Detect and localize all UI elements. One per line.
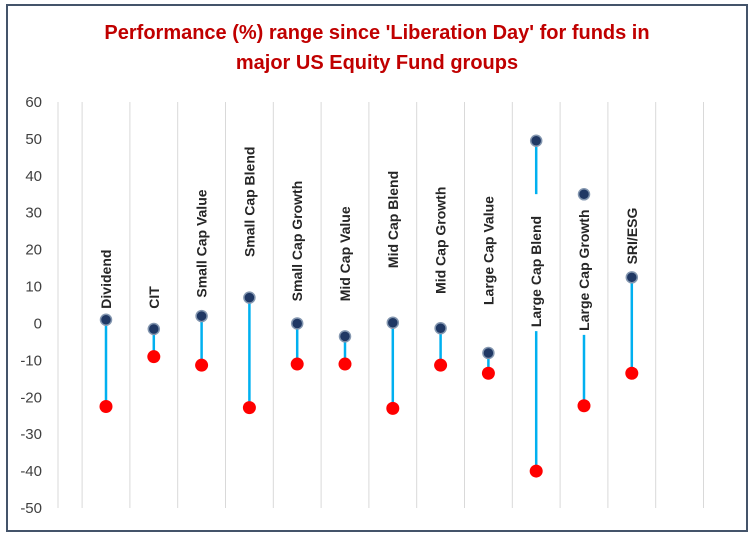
y-tick-label: 60 (25, 94, 42, 111)
high-point (290, 317, 304, 330)
category-label: Small Cap Growth (289, 181, 305, 302)
y-tick-label: -50 (20, 500, 42, 517)
high-point (195, 309, 208, 323)
y-tick-label: 30 (25, 205, 42, 222)
high-point (243, 291, 256, 304)
y-tick-label: 50 (25, 131, 42, 148)
high-point (147, 322, 161, 336)
low-point (147, 350, 161, 364)
chart-title-line-2: major US Equity Fund groups (235, 52, 519, 74)
y-tick-label: 20 (25, 242, 42, 259)
category-label: Mid Cap Value (337, 206, 353, 301)
high-point (99, 313, 113, 327)
y-tick-label: -30 (20, 426, 42, 443)
category-label: Mid Cap Blend (385, 171, 401, 268)
y-tick-label: -40 (20, 463, 42, 480)
y-tick-label: 10 (25, 279, 42, 296)
high-point (338, 330, 352, 343)
chart-title: Performance (%) range since 'Liberation … (6, 18, 748, 78)
category-label: Large Cap Value (480, 196, 496, 305)
low-point (290, 357, 304, 371)
y-tick-label: 40 (25, 168, 42, 185)
high-point (434, 322, 447, 335)
chart-title-line-1: Performance (%) range since 'Liberation … (104, 22, 650, 44)
low-point (195, 358, 209, 372)
category-label: Large Cap Blend (528, 216, 544, 327)
low-point (99, 400, 113, 413)
y-tick-label: 0 (34, 315, 42, 332)
low-point (481, 366, 495, 380)
high-point (577, 188, 591, 201)
low-point (242, 401, 256, 415)
low-point (434, 358, 448, 372)
low-point (386, 401, 400, 415)
low-point (577, 399, 591, 413)
low-point (529, 464, 543, 478)
category-label: Small Cap Blend (241, 147, 257, 257)
category-label: Small Cap Value (194, 189, 210, 297)
category-label: Large Cap Growth (576, 209, 592, 330)
y-tick-label: -10 (20, 352, 42, 369)
category-label: Dividend (98, 250, 114, 309)
high-point (386, 316, 400, 329)
category-label: SRI/ESG (624, 207, 640, 264)
high-point (625, 271, 639, 284)
low-point (625, 366, 639, 380)
high-point (529, 134, 543, 148)
category-label: CIT (146, 286, 162, 309)
high-point (482, 346, 495, 360)
category-label: Mid Cap Growth (433, 187, 449, 294)
low-point (338, 357, 352, 371)
y-tick-label: -20 (20, 389, 42, 406)
